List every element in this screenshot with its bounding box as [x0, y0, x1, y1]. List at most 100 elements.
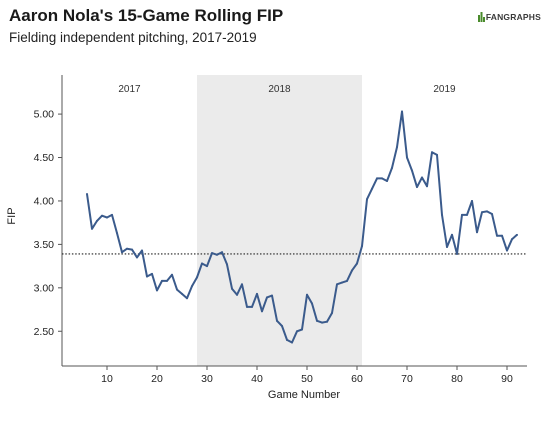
fip-point: [226, 263, 228, 266]
fip-point: [176, 288, 178, 291]
fip-point: [381, 177, 383, 180]
chart-title: Aaron Nola's 15-Game Rolling FIP: [9, 6, 284, 25]
fip-point: [421, 176, 423, 179]
fip-point: [136, 256, 138, 259]
season-shade-2018: [197, 75, 362, 366]
fip-point: [186, 297, 188, 300]
fip-point: [436, 153, 438, 156]
season-label-2017: 2017: [118, 84, 141, 95]
y-axis-title: FIP: [6, 207, 18, 224]
fip-point: [236, 293, 238, 296]
fip-point: [131, 248, 133, 251]
fip-point: [351, 269, 353, 272]
fip-point: [486, 210, 488, 213]
fip-point: [161, 279, 163, 282]
fip-point: [231, 287, 233, 290]
fangraphs-logo-icon: [477, 12, 485, 22]
fip-point: [241, 283, 243, 286]
fip-point: [476, 231, 478, 234]
fip-point: [151, 272, 153, 275]
fip-point: [506, 249, 508, 252]
fip-point: [516, 233, 518, 236]
x-tick-label: 60: [351, 373, 363, 385]
x-tick-label: 10: [101, 373, 113, 385]
fip-point: [331, 312, 333, 315]
fip-point: [391, 166, 393, 169]
fip-point: [201, 262, 203, 265]
fip-point: [361, 245, 363, 248]
fip-point: [491, 212, 493, 215]
y-axis-ticks: 2.50 3.00 3.50 4.00 4.50 5.00: [34, 109, 62, 338]
fip-point: [451, 233, 453, 236]
fip-point: [386, 179, 388, 182]
season-labels: 2017 2018 2019: [118, 84, 456, 95]
fip-point: [376, 177, 378, 180]
x-tick-label: 80: [451, 373, 463, 385]
fip-point: [461, 213, 463, 216]
fip-point: [406, 156, 408, 159]
fip-point: [466, 213, 468, 216]
fip-point: [276, 319, 278, 322]
fip-point: [401, 110, 403, 113]
x-axis-title: Game Number: [268, 389, 340, 401]
fip-series: [86, 110, 518, 344]
fip-point: [261, 310, 263, 313]
x-tick-label: 20: [151, 373, 163, 385]
fangraphs-logo-text: FANGRAPHS: [485, 12, 541, 22]
fip-point: [326, 320, 328, 323]
fip-point: [191, 285, 193, 288]
fip-point: [206, 265, 208, 268]
fip-point: [496, 234, 498, 237]
fip-point: [446, 245, 448, 248]
fangraphs-logo: FANGRAPHS: [477, 12, 541, 22]
fip-point: [141, 249, 143, 252]
fip-point: [221, 251, 223, 254]
fip-point: [116, 232, 118, 235]
x-tick-label: 30: [201, 373, 213, 385]
fip-point: [371, 187, 373, 190]
fip-point: [146, 275, 148, 278]
fip-point: [291, 341, 293, 344]
fip-point: [156, 289, 158, 292]
x-tick-label: 70: [401, 373, 413, 385]
fip-point: [166, 279, 168, 282]
fip-point: [121, 251, 123, 254]
fip-point: [431, 151, 433, 154]
y-tick-label: 2.50: [34, 326, 55, 338]
fip-point: [281, 325, 283, 328]
fip-point: [316, 319, 318, 322]
fip-point: [311, 302, 313, 305]
fip-point: [251, 305, 253, 308]
x-axis-ticks: 10 20 30 40 50 60 70 80 90: [101, 366, 513, 385]
fip-point: [126, 247, 128, 250]
fip-point: [181, 292, 183, 295]
fip-point: [366, 198, 368, 201]
fip-point: [346, 279, 348, 282]
x-tick-label: 90: [501, 373, 513, 385]
season-label-2019: 2019: [433, 84, 456, 95]
fip-point: [416, 186, 418, 189]
fip-point: [101, 214, 103, 217]
fip-point: [336, 283, 338, 286]
fip-point: [106, 216, 108, 219]
fip-point: [91, 227, 93, 230]
y-tick-label: 4.50: [34, 152, 55, 164]
fip-point: [511, 238, 513, 241]
fip-point: [196, 276, 198, 279]
axes: [61, 75, 527, 367]
chart-subtitle: Fielding independent pitching, 2017-2019: [9, 30, 257, 45]
fip-point: [356, 262, 358, 265]
fip-point: [211, 252, 213, 255]
fip-point: [111, 213, 113, 216]
fip-point: [456, 252, 458, 255]
fip-point: [271, 294, 273, 297]
fip-point: [96, 219, 98, 222]
x-tick-label: 50: [301, 373, 313, 385]
fip-point: [86, 193, 88, 196]
fip-point: [171, 273, 173, 276]
fip-point: [471, 199, 473, 202]
season-shading: [197, 75, 362, 366]
fip-point: [501, 234, 503, 237]
fip-point: [216, 253, 218, 256]
y-tick-label: 3.50: [34, 239, 55, 251]
